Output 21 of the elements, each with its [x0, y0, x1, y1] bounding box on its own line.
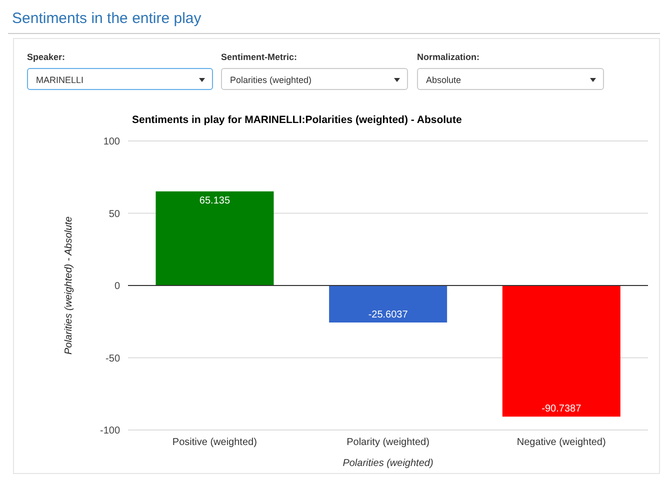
x-axis-title: Polarities (weighted)	[342, 458, 434, 469]
y-tick-label: -50	[106, 353, 120, 364]
text: Absolute	[417, 68, 604, 90]
text: Speaker:	[27, 52, 66, 62]
chart-title: Sentiments in the entire play	[12, 10, 202, 27]
data-label: 65.135	[199, 195, 230, 206]
x-tick-label: Positive (weighted)	[172, 437, 257, 448]
y-axis-title: Polarities (weighted) - Absolute	[64, 216, 75, 355]
y-tick-label: -100	[100, 426, 120, 437]
y-tick-label: 0	[114, 281, 120, 292]
data-label: -25.6037	[368, 309, 408, 320]
y-tick-label: 50	[108, 208, 120, 220]
text: Normalization:	[417, 52, 481, 62]
text: MARINELLI	[27, 68, 213, 90]
chart-subtitle: Sentiments in play for MARINELLI:Polarities (weighted) - Absolute	[132, 114, 462, 126]
y-tick-label: 100	[103, 136, 120, 148]
x-tick-label: Negative (weighted)	[516, 437, 606, 448]
x-tick-label: Polarity (weighted)	[346, 437, 430, 448]
data-label: -90.7387	[542, 404, 582, 415]
text: Sentiment-Metric:	[221, 52, 298, 62]
text: Polarities (weighted)	[221, 68, 408, 90]
